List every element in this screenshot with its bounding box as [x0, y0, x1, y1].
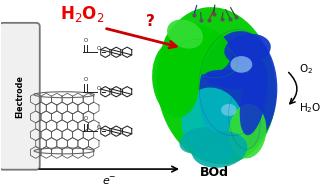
- Ellipse shape: [164, 24, 231, 74]
- Text: O: O: [97, 125, 100, 130]
- Ellipse shape: [199, 31, 277, 152]
- Text: O: O: [84, 77, 88, 82]
- Ellipse shape: [221, 104, 237, 116]
- Ellipse shape: [230, 56, 252, 73]
- Ellipse shape: [224, 34, 271, 65]
- Ellipse shape: [152, 42, 199, 117]
- Ellipse shape: [204, 70, 260, 89]
- Ellipse shape: [179, 127, 216, 153]
- FancyBboxPatch shape: [0, 23, 40, 170]
- Ellipse shape: [167, 19, 203, 49]
- Ellipse shape: [156, 7, 276, 164]
- Text: BOd: BOd: [200, 166, 229, 179]
- Text: e$^{-}$: e$^{-}$: [102, 176, 117, 187]
- Text: Electrode: Electrode: [15, 75, 24, 118]
- Text: O: O: [84, 38, 88, 43]
- Text: O: O: [97, 85, 100, 91]
- Text: H$_2$O: H$_2$O: [299, 101, 321, 115]
- Text: O$_2$: O$_2$: [299, 62, 313, 76]
- Text: O: O: [97, 46, 100, 51]
- Ellipse shape: [240, 60, 268, 135]
- Ellipse shape: [191, 131, 247, 168]
- Ellipse shape: [229, 104, 266, 158]
- Ellipse shape: [182, 88, 245, 163]
- Text: H$_2$O$_2$: H$_2$O$_2$: [60, 4, 104, 24]
- Text: ?: ?: [146, 14, 155, 29]
- Text: O: O: [84, 116, 88, 122]
